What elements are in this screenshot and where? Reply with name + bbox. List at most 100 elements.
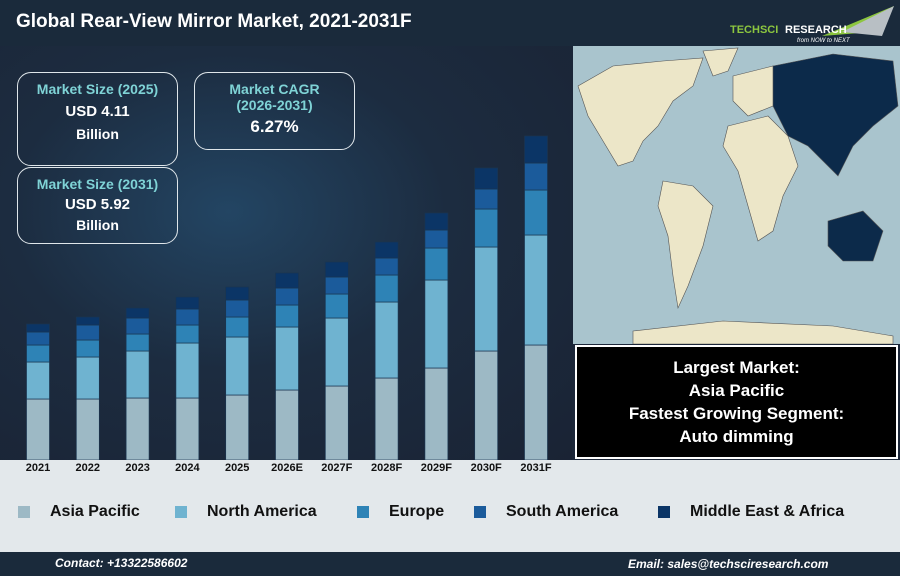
legend-item: Europe [357,503,444,521]
largest-market-label: Largest Market: [673,358,800,377]
header: Global Rear-View Mirror Market, 2021-203… [0,0,900,46]
bar-segment-2031F-4 [524,135,548,164]
market-cagr-card: Market CAGR (2026-2031) 6.27% [194,72,355,150]
page-title: Global Rear-View Mirror Market, 2021-203… [16,11,412,32]
bar-segment-2028F-0 [374,377,399,460]
card-period: (2026-2031) [236,97,313,113]
bar-segment-2025-3 [225,299,250,318]
bar-segment-2029F-1 [424,279,449,369]
x-tick-label: 2024 [175,462,200,474]
bar-segment-2023-1 [125,350,150,399]
card-label: Market Size (2031) [36,176,159,192]
legend-label: Middle East & Africa [690,503,845,520]
bar-segment-2028F-3 [374,257,399,276]
legend-label: South America [506,503,619,520]
bar-segment-2028F-4 [374,241,399,259]
bar-segment-2024-4 [175,296,200,310]
bar-segment-2025-4 [225,286,250,301]
bar-segment-2029F-4 [424,212,449,231]
bar-segment-2023-3 [125,317,150,335]
bar-segment-2023-2 [125,333,150,352]
legend-item: North America [175,503,317,521]
bar-segment-2025-0 [225,394,250,460]
bar-segment-2022-4 [75,316,100,326]
bar-segment-2025-1 [225,336,250,396]
bar-segment-2021-2 [26,344,50,363]
x-tick-label: 2028F [370,462,403,474]
legend-swatch [474,506,486,518]
legend-item: Middle East & Africa [658,503,844,521]
contact-phone: Contact: +13322586602 [55,556,188,570]
bar-segment-2031F-0 [524,344,548,460]
x-tick-label: 2023 [125,462,150,474]
x-axis: 2021 2022 2023 2024 2025 2026E 2027F 2028F 2029F… [0,460,900,478]
card-value: USD 5.92 [64,196,131,213]
bar-segment-2027F-2 [324,293,349,319]
x-tick-label: 2026E [271,462,303,474]
bar-segment-2031F-1 [524,234,548,346]
svg-text:RESEARCH: RESEARCH [785,24,847,36]
bar-segment-2030F-0 [474,350,499,460]
bar-segment-2026E-2 [275,304,299,328]
bar-segment-2026E-4 [275,272,299,289]
x-tick-label: 2025 [224,462,250,474]
card-value: USD 4.11 [65,103,130,120]
legend-label: Asia Pacific [50,503,140,520]
legend-swatch [357,506,369,518]
x-tick-label: 2030F [470,462,502,474]
legend-swatch [175,506,187,518]
x-tick-label: 2027F [321,462,353,474]
x-tick-label: 2022 [75,462,101,474]
bar-segment-2022-2 [75,339,100,358]
techsci-logo: TECHSCI RESEARCH from NOW to NEXT [730,6,894,44]
bar-segment-2027F-0 [324,385,349,460]
footer: Contact: +13322586602 Email: sales@techs… [0,552,900,576]
bar-segment-2026E-3 [275,287,299,306]
bar-segment-2029F-0 [424,367,449,460]
bar-segment-2024-3 [175,308,200,326]
bar-segment-2023-0 [125,397,150,460]
svg-text:TECHSCI: TECHSCI [730,24,778,36]
card-label: Market Size (2025) [36,81,159,97]
bar-segment-2022-1 [75,356,100,400]
x-tick-label: 2021 [25,462,51,474]
bar-segment-2030F-2 [474,208,499,248]
world-map [573,46,900,345]
bar-segment-2028F-2 [374,274,399,303]
bar-segment-2024-0 [175,397,200,460]
largest-market-value: Asia Pacific [688,381,785,400]
legend-item: South America [474,503,618,521]
world-map-graphic [577,47,899,345]
bar-segment-2021-1 [26,361,50,400]
bar-segment-2026E-1 [275,326,299,391]
bar-segment-2030F-1 [474,246,499,352]
contact-email: Email: sales@techsciresearch.com [628,557,829,571]
bar-segment-2031F-3 [524,162,548,191]
card-unit: Billion [76,217,119,233]
legend-label: Europe [389,503,445,520]
bar-segment-2024-2 [175,324,200,344]
bar-segment-2031F-2 [524,189,548,236]
bar-segment-2021-3 [26,331,50,346]
x-tick-label: 2029F [420,462,452,474]
card-unit: Billion [76,126,119,142]
market-size-2031-card: Market Size (2031) USD 5.92 Billion [17,167,178,244]
bar-segment-2029F-2 [424,247,449,281]
bar-segment-2023-4 [125,307,150,319]
fastest-segment-value: Auto dimming [679,427,794,446]
bar-segment-2030F-3 [474,188,499,210]
legend-label: North America [207,503,317,520]
bar-segment-2024-1 [175,342,200,399]
bar-segment-2026E-0 [275,389,299,460]
card-label: Market CAGR [229,81,320,97]
bar-segment-2021-0 [26,398,50,460]
bar-segment-2027F-3 [324,276,349,295]
bar-segment-2025-2 [225,316,250,338]
legend-swatch [658,506,670,518]
x-tick-label: 2031F [520,462,552,474]
bar-segment-2022-0 [75,398,100,460]
stacked-bar-chart [26,135,548,460]
legend-item: Asia Pacific [18,503,140,521]
bar-segment-2021-4 [26,323,50,333]
card-value: 6.27% [250,117,299,136]
